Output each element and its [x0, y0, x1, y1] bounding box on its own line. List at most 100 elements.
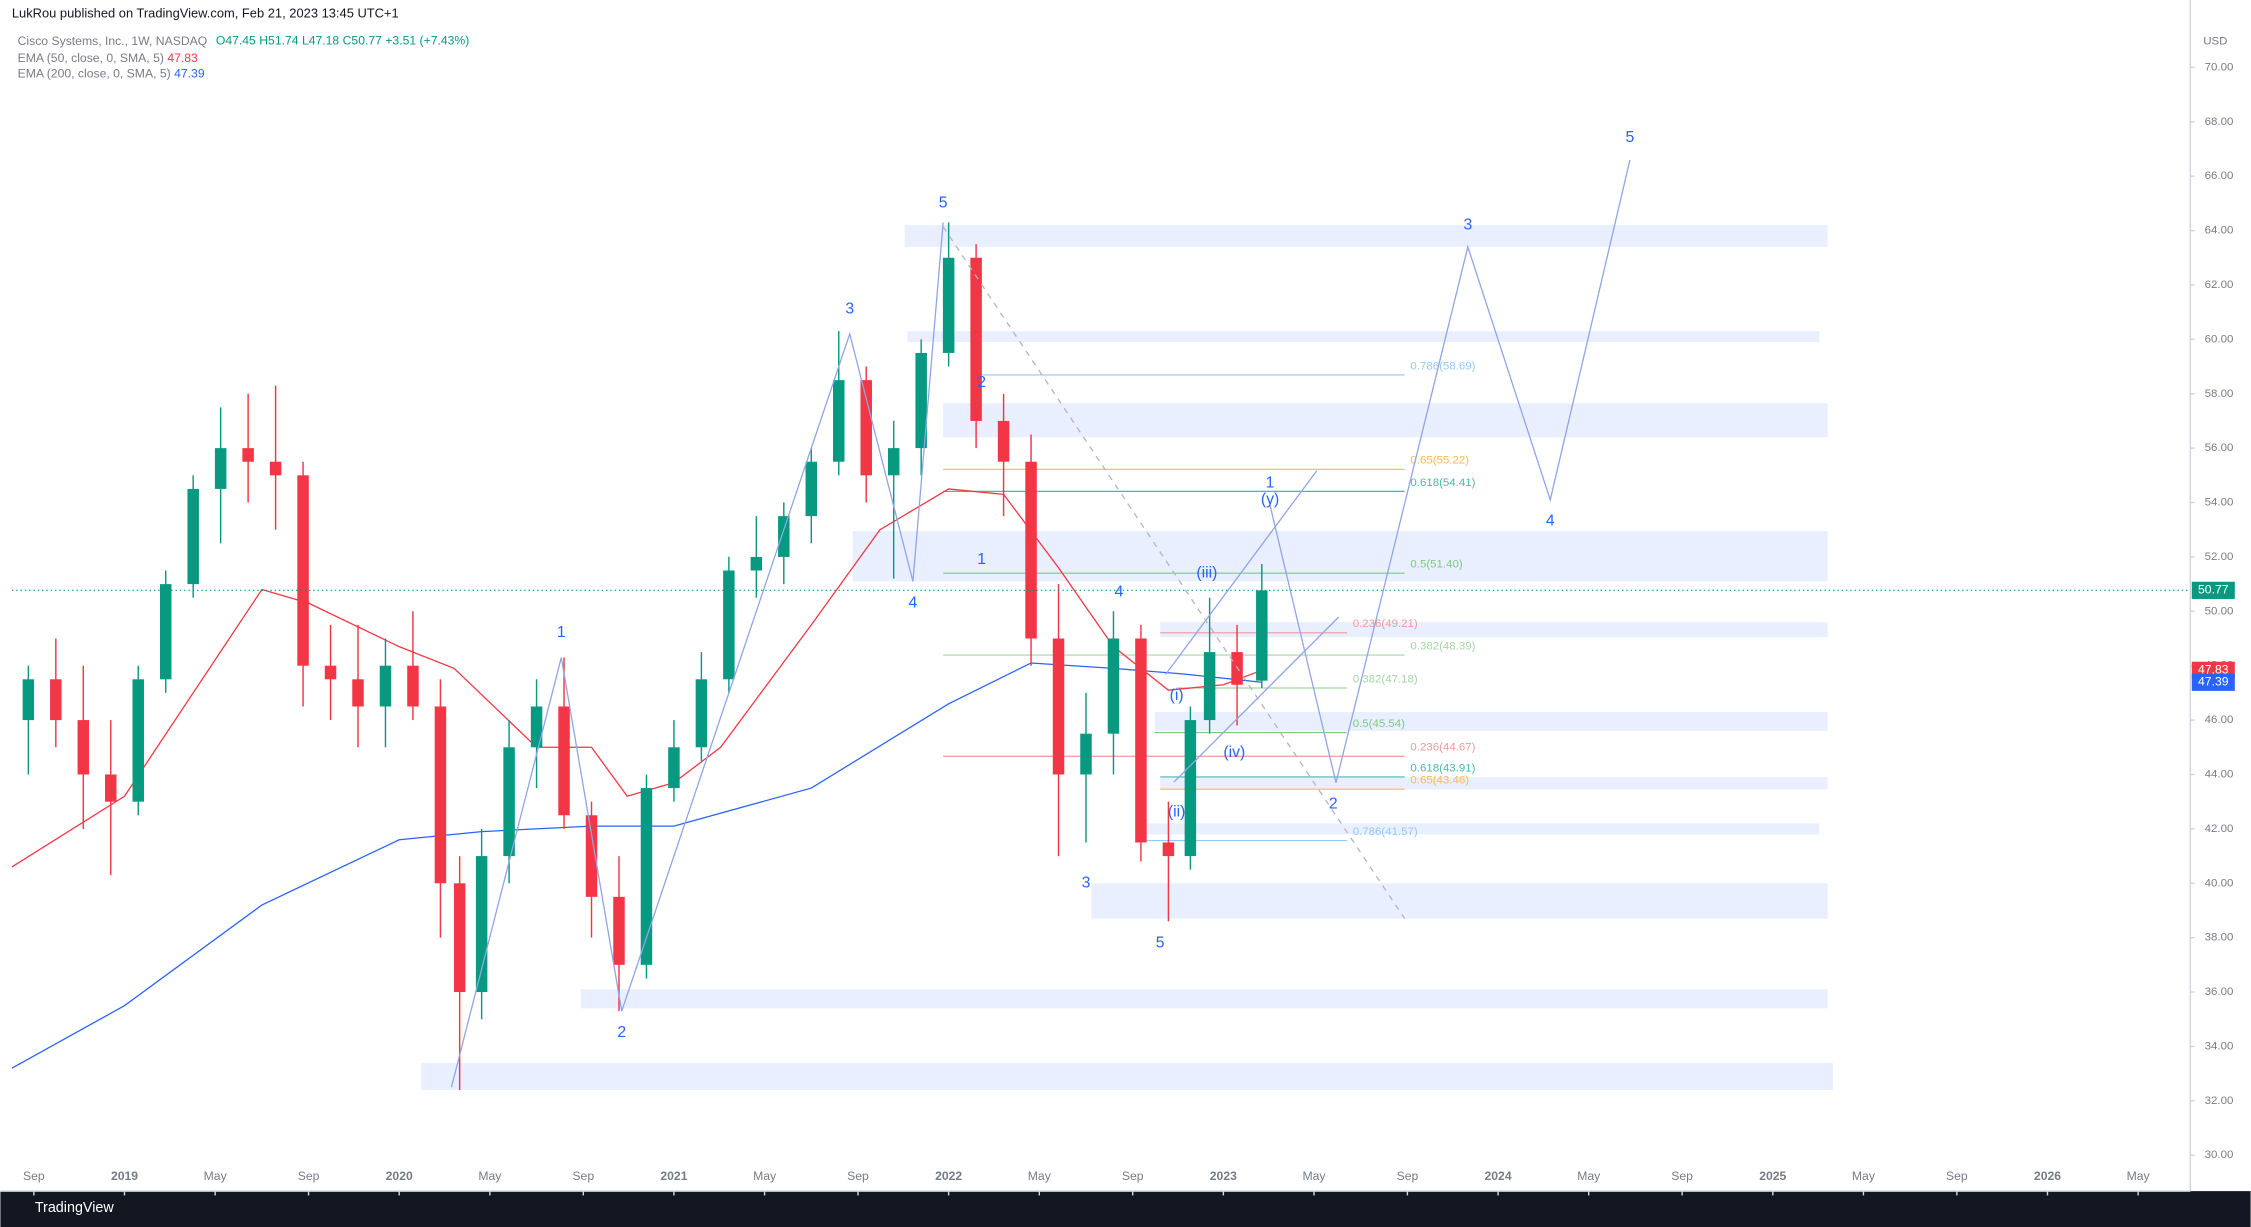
y-tick-label: 30.00 [2205, 1149, 2234, 1161]
wave-label: 1 [1266, 475, 1275, 492]
candle-body [833, 380, 845, 462]
wave-label: (iii) [1196, 564, 1217, 581]
wave-label: (y) [1261, 491, 1279, 508]
x-tick-label: Sep [1122, 1169, 1144, 1183]
x-tick-label: 2026 [2034, 1169, 2061, 1183]
candle-body [453, 883, 466, 993]
wave-label: 4 [1546, 513, 1555, 530]
x-tick-label: 2024 [1484, 1169, 1511, 1183]
fib-label: 0.236(49.21) [1353, 618, 1418, 630]
publisher: LukRou published on TradingView.com, Feb… [12, 6, 399, 21]
legend-open: O47.45 [216, 34, 256, 48]
wave-label: 1 [977, 551, 986, 568]
candle-body [434, 706, 447, 884]
wave-path [942, 226, 1406, 919]
candle-body [50, 679, 62, 721]
wave-label: 3 [845, 301, 854, 318]
footer-bar [0, 1191, 2251, 1227]
ema50-value: 47.83 [167, 51, 198, 65]
fib-label: 0.5(51.40) [1410, 559, 1462, 571]
y-tick-label: 44.00 [2205, 769, 2234, 781]
wave-label: 5 [1156, 934, 1165, 951]
x-tick-label: Sep [1671, 1169, 1693, 1183]
zone [421, 1062, 1834, 1090]
y-tick-label: 34.00 [2205, 1040, 2234, 1052]
fib-label: 0.65(55.22) [1410, 455, 1469, 467]
x-tick-label: May [1302, 1169, 1326, 1183]
y-tick-label: 42.00 [2205, 823, 2234, 835]
x-tick-label: May [1852, 1169, 1876, 1183]
zone [1160, 622, 1828, 638]
y-tick-label: 38.00 [2205, 932, 2234, 944]
x-tick-label: Sep [298, 1169, 320, 1183]
x-tick-label: 2025 [1759, 1169, 1786, 1183]
candle-body [860, 380, 872, 476]
wave-path [1269, 159, 1631, 783]
y-tick-label: 70.00 [2205, 61, 2234, 73]
ema50-name: EMA (50, close, 0, SMA, 5) [18, 51, 164, 65]
candle-body [214, 448, 227, 489]
legend-symbol: Cisco Systems, Inc., 1W, NASDAQ [18, 34, 208, 48]
y-tick-label: 68.00 [2205, 116, 2234, 128]
price-label-box [2191, 581, 2235, 599]
y-tick-label: 36.00 [2205, 986, 2234, 998]
wave-label: (iv) [1223, 744, 1245, 761]
legend-close: C50.77 [343, 34, 383, 48]
candle-body [1256, 590, 1268, 681]
y-tick-label: 54.00 [2205, 497, 2234, 509]
candle-body [379, 665, 392, 707]
wave-label: (ii) [1168, 804, 1186, 821]
x-tick-label: Sep [572, 1169, 594, 1183]
candle-body [503, 747, 515, 857]
zone [1135, 823, 1820, 835]
x-tick-label: 2020 [386, 1169, 413, 1183]
zone [1154, 711, 1828, 731]
wave-label: 5 [939, 195, 948, 212]
candle-body [269, 461, 282, 476]
x-tick-label: May [753, 1169, 777, 1183]
wave-label: (i) [1170, 687, 1184, 704]
wave-label: 3 [1082, 874, 1091, 891]
fib-label: 0.236(44.67) [1410, 742, 1475, 754]
x-tick-label: 2021 [660, 1169, 687, 1183]
y-tick-label: 46.00 [2205, 714, 2234, 726]
x-tick-label: May [478, 1169, 502, 1183]
candle-body [750, 556, 763, 571]
candle-body [22, 679, 35, 721]
x-tick-label: 2023 [1210, 1169, 1237, 1183]
price-label: 47.39 [2198, 675, 2229, 689]
zone [580, 989, 1828, 1009]
candle-body [1052, 638, 1065, 775]
wave-label: 5 [1626, 129, 1635, 146]
x-tick-label: Sep [1946, 1169, 1968, 1183]
fib-label: 0.618(43.91) [1410, 762, 1475, 774]
candle-body [242, 448, 254, 462]
candle-body [1135, 638, 1147, 843]
x-tick-label: May [1577, 1169, 1601, 1183]
candle-body [132, 679, 144, 802]
fib-label: 0.786(41.57) [1353, 826, 1418, 838]
candle-body [1184, 720, 1197, 857]
wave-label: 1 [557, 624, 566, 641]
candle-body [1203, 652, 1216, 721]
candle-body [352, 679, 364, 707]
zone [1091, 883, 1828, 919]
fib-label: 0.5(45.54) [1353, 718, 1405, 730]
price-label: 50.77 [2198, 583, 2229, 597]
y-tick-label: 56.00 [2205, 442, 2234, 454]
candle-body [778, 516, 790, 557]
y-tick-label: 52.00 [2205, 551, 2234, 563]
zone [1160, 777, 1828, 790]
axes: 30.00 32.00 34.00 36.00 38.00 40.00 42.00 44.00… [11, 61, 2235, 1196]
candle-body [1107, 638, 1120, 734]
candle-body [187, 488, 199, 585]
legend-ema200: EMA (200, close, 0, SMA, 5) 47.39 [18, 67, 205, 81]
fib-label: 0.65(43.46) [1410, 775, 1469, 787]
wave-label: 4 [909, 594, 918, 611]
y-tick-label: 64.00 [2205, 225, 2234, 237]
zone [907, 331, 1820, 343]
y-tick-label: 40.00 [2205, 877, 2234, 889]
zone [943, 403, 1828, 438]
